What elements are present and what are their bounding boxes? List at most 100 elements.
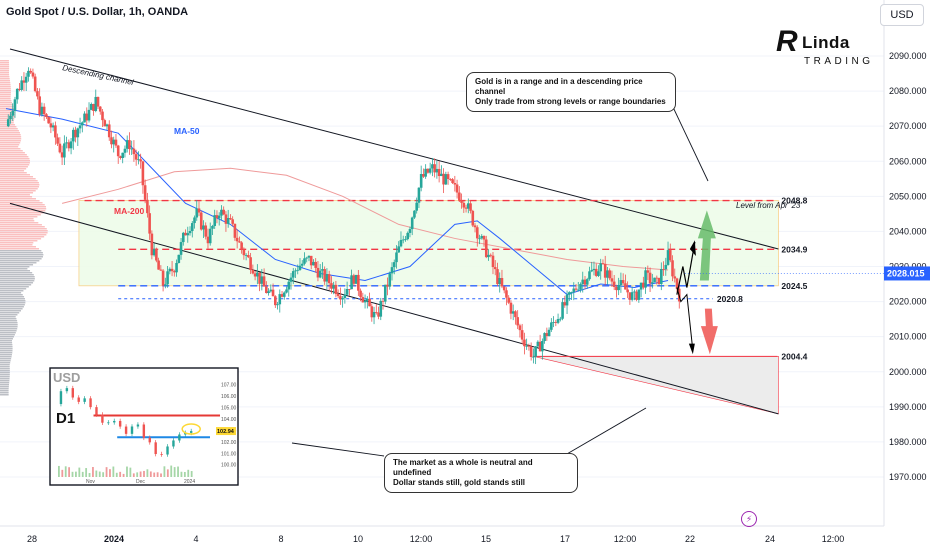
candle-body (401, 239, 405, 241)
volume-profile-bar (0, 324, 18, 326)
volume-profile-bar (0, 306, 24, 308)
volume-profile-bar (0, 294, 23, 296)
candle-body (336, 293, 340, 297)
candle-body (529, 346, 533, 357)
candle-body (442, 173, 445, 185)
candle-body (294, 270, 297, 272)
volume-profile-bar (0, 240, 38, 242)
candle-body (532, 356, 535, 358)
volume-profile-bar (0, 94, 11, 96)
candle-body (635, 291, 638, 300)
candle-body (29, 70, 32, 73)
candle-body (451, 179, 454, 184)
volume-profile-bar (0, 98, 11, 100)
candle-body (134, 154, 138, 160)
candle-body (300, 263, 304, 266)
volume-profile-bar (0, 292, 22, 294)
candle-body (256, 272, 259, 277)
volume-profile-bar (0, 360, 11, 362)
candle-body (193, 217, 196, 224)
candle-body (36, 91, 39, 97)
candle-body (215, 215, 219, 219)
volume-profile-bar (0, 358, 12, 360)
volume-profile-bar (0, 218, 34, 220)
inset-volume-bar (170, 465, 173, 477)
currency-button[interactable]: USD (880, 4, 924, 26)
candle-body (433, 164, 436, 173)
callout-bottom-line2: Dollar stands still, gold stands still (393, 478, 526, 487)
candle-body (282, 292, 286, 297)
candle-body (599, 263, 603, 272)
candle-body (325, 274, 329, 282)
volume-profile-bar (0, 356, 12, 358)
green-up-arrow-icon (697, 210, 716, 281)
candle-body (318, 270, 322, 278)
volume-profile-bar (0, 272, 33, 274)
candle-body (366, 298, 369, 301)
candle-body (157, 260, 160, 270)
candle-body (49, 123, 53, 128)
inset-volume-bar (115, 472, 118, 477)
candle-body (410, 217, 414, 230)
volume-profile-bar (0, 372, 10, 374)
candle-body (173, 271, 176, 273)
volume-profile-bar (0, 330, 17, 332)
ma200-label: MA-200 (114, 206, 145, 216)
level-note-label: Level from Apr '23 (736, 201, 801, 210)
candle-body (307, 255, 311, 258)
candle-body (354, 274, 358, 284)
candle-body (242, 249, 246, 256)
volume-profile-bar (0, 322, 18, 324)
time-tick-1: 2024 (104, 534, 124, 544)
time-tick-9: 22 (685, 534, 695, 544)
candle-body (233, 223, 237, 238)
volume-profile-bar (0, 340, 12, 342)
candle-body (309, 255, 313, 266)
candle-body (419, 174, 423, 188)
volume-profile-bar (0, 174, 31, 176)
lightning-icon[interactable]: ⚡ (741, 511, 757, 527)
candle-body (11, 111, 15, 116)
candle-body (493, 267, 497, 270)
candle-body (653, 277, 656, 283)
candle-body (303, 258, 306, 264)
price-tick-8: 2050.000 (889, 191, 927, 201)
candle-body (63, 143, 66, 158)
red-down-arrow-icon (700, 308, 718, 355)
volume-profile-bar (0, 346, 13, 348)
inset-candle-body (77, 397, 80, 402)
candle-body (107, 124, 111, 138)
candle-body (348, 289, 351, 290)
candle-body (478, 238, 481, 240)
volume-profile-bar (0, 88, 11, 90)
candle-body (617, 285, 620, 291)
inset-volume-bar (71, 471, 74, 477)
candle-body (552, 322, 555, 323)
candle-body (565, 294, 569, 306)
volume-profile-bar (0, 122, 14, 124)
candle-body (343, 294, 347, 299)
price-tick-0: 1970.000 (889, 472, 927, 482)
candle-body (6, 119, 10, 127)
candle-body (20, 80, 24, 90)
candle-body (265, 286, 268, 294)
candle-body (74, 129, 77, 138)
volume-profile-bar (0, 366, 10, 368)
candle-body (359, 290, 362, 298)
volume-profile-bar (0, 210, 46, 212)
volume-profile-bar (0, 128, 18, 130)
callout-top-line2: Only trade from strong levels or range b… (475, 97, 666, 106)
volume-profile-bar (0, 84, 11, 86)
candle-body (579, 284, 582, 290)
candle-body (121, 152, 124, 158)
candle-body (563, 302, 567, 306)
candle-body (446, 174, 450, 179)
channel-lower-line (9, 202, 779, 415)
inset-volume-bar (105, 467, 108, 477)
inset-volume-bar (129, 467, 132, 477)
candle-body (22, 80, 26, 83)
candle-body (484, 239, 488, 258)
candle-body (18, 88, 21, 90)
volume-profile-bar (0, 164, 30, 166)
